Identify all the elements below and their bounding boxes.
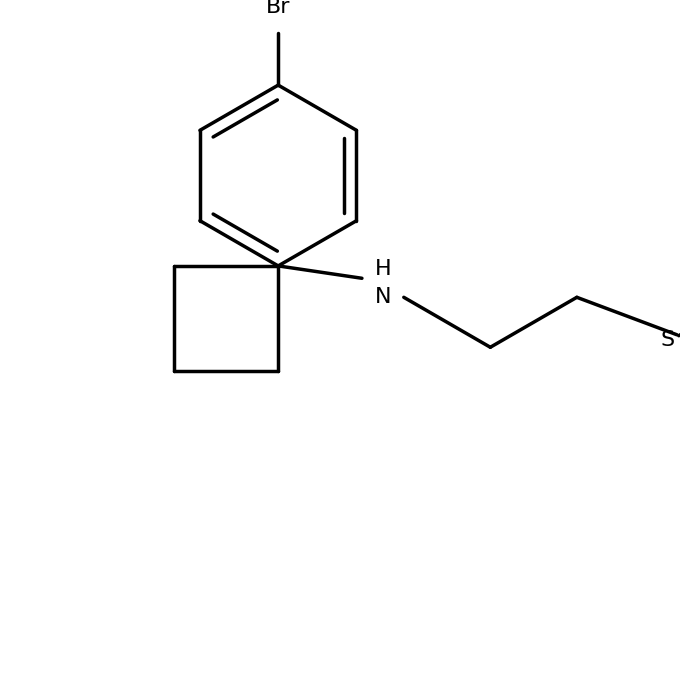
Text: H: H bbox=[374, 259, 391, 279]
Text: Br: Br bbox=[266, 0, 291, 17]
Text: N: N bbox=[374, 287, 391, 307]
Text: S: S bbox=[660, 330, 674, 350]
